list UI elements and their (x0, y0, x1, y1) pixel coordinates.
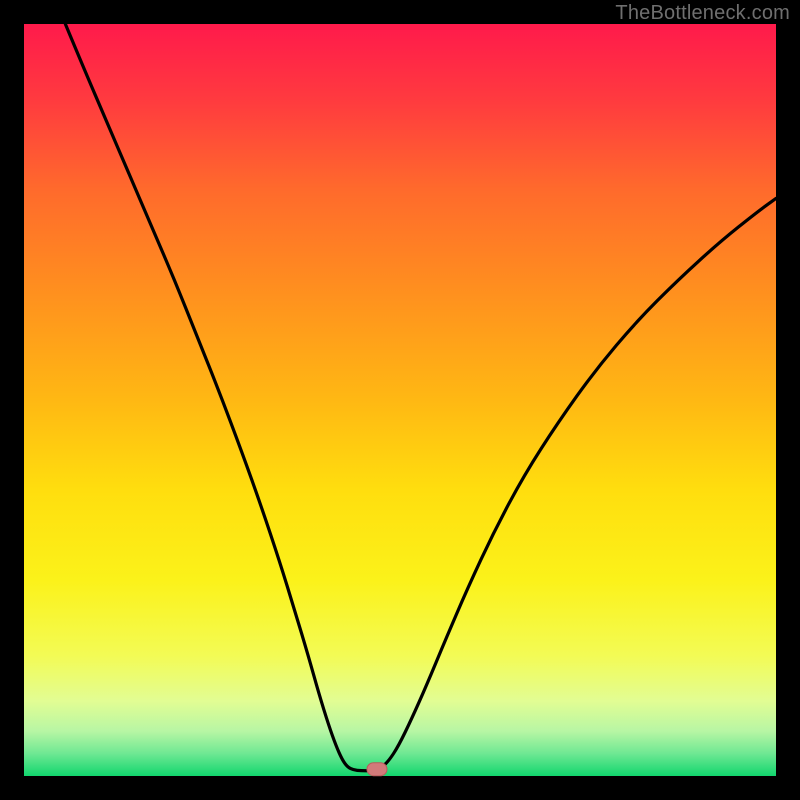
chart-frame: TheBottleneck.com (0, 0, 800, 800)
bottleneck-curve (24, 24, 776, 776)
optimum-marker (367, 762, 388, 776)
watermark-text: TheBottleneck.com (615, 2, 790, 25)
plot-area (24, 24, 776, 776)
curve-path (65, 24, 776, 771)
